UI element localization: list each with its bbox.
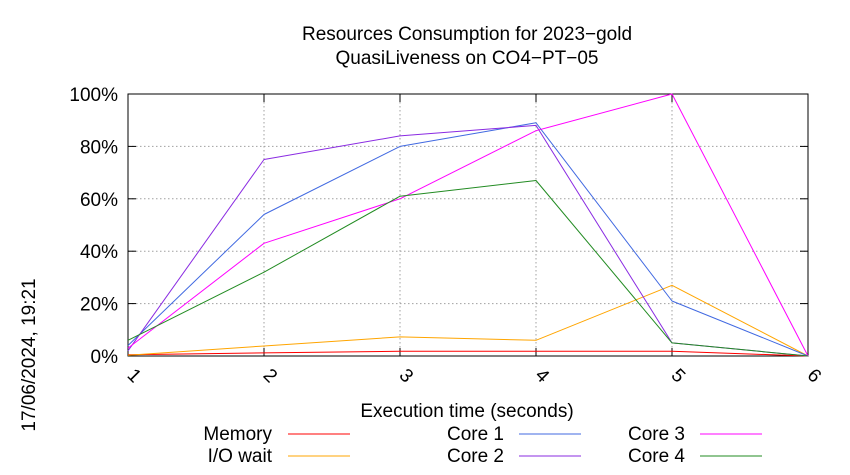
series-line-core-3	[127, 93, 809, 357]
chart-title: Resources Consumption for 2023−gold Quas…	[302, 24, 632, 69]
y-tick-label: 20%	[80, 295, 118, 316]
x-tick-label: 1	[123, 365, 145, 387]
series-line-i-o-wait	[127, 284, 809, 357]
legend-label-i-o-wait: I/O wait	[208, 446, 273, 467]
series-line-core-1	[127, 122, 809, 357]
timestamp-label: 17/06/2024, 19:21	[19, 278, 40, 431]
x-axis: 1 2 3 4 5 6	[123, 94, 825, 388]
legend-label-core-1: Core 1	[447, 424, 504, 445]
series-line-memory	[127, 350, 809, 357]
y-tick-label: 0%	[91, 347, 119, 368]
legend-label-core-4: Core 4	[628, 446, 685, 467]
x-tick-label: 3	[395, 365, 417, 387]
y-tick-label: 60%	[80, 190, 118, 211]
legend-label-core-2: Core 2	[447, 446, 504, 467]
y-tick-label: 40%	[80, 242, 118, 263]
series-lines	[127, 93, 809, 357]
y-tick-label: 80%	[80, 137, 118, 158]
x-tick-label: 4	[531, 365, 554, 388]
x-tick-label: 5	[667, 365, 689, 387]
legend-label-memory: Memory	[203, 424, 272, 445]
chart-title-line-1: Resources Consumption for 2023−gold	[302, 24, 632, 45]
grid	[128, 94, 808, 356]
chart-title-line-2: QuasiLiveness on CO4−PT−05	[336, 48, 599, 69]
plot-frame	[127, 93, 809, 357]
y-axis: 0% 20% 40% 60% 80% 100%	[69, 85, 808, 368]
x-tick-label: 6	[803, 365, 825, 387]
y-tick-label: 100%	[69, 85, 118, 106]
legend-label-core-3: Core 3	[628, 424, 685, 445]
series-line-core-4	[127, 180, 809, 357]
x-tick-label: 2	[259, 365, 281, 387]
x-axis-label: Execution time (seconds)	[360, 401, 573, 422]
